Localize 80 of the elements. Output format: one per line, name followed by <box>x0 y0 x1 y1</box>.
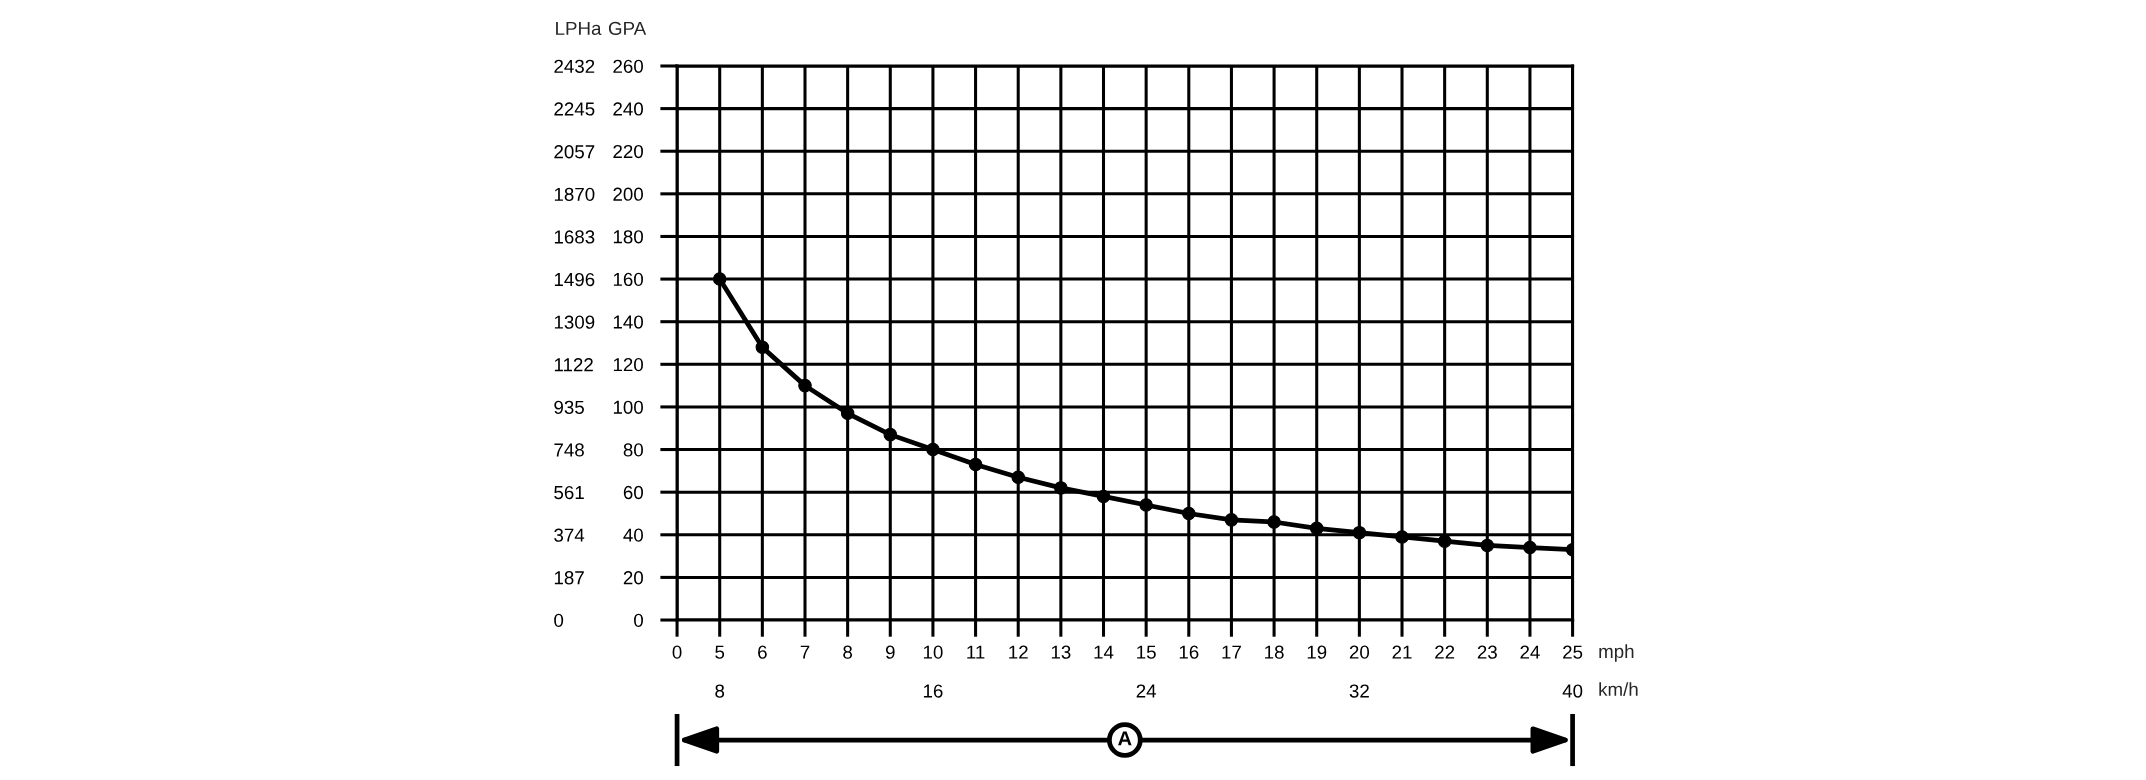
x-tick-label: 16 <box>1179 645 1199 659</box>
y-tick-label: 40 <box>623 528 643 542</box>
point <box>1352 525 1367 540</box>
x-tick-label: 6 <box>758 645 767 659</box>
x-tick-label: 20 <box>1349 645 1370 659</box>
point <box>883 427 898 442</box>
x-tick-label: 25 <box>1563 645 1583 659</box>
x-tick-label: 22 <box>1435 645 1455 659</box>
point <box>798 378 812 393</box>
y-tick-label: 220 <box>613 144 643 159</box>
y-tick-label: 20 <box>623 571 643 585</box>
point <box>1437 534 1452 548</box>
x2-tick-label: 40 <box>1562 684 1583 698</box>
y-tick-label: 160 <box>613 272 643 287</box>
y-tick-label: 140 <box>613 315 643 329</box>
y2-tick-label: 1496 <box>554 272 595 287</box>
y-tick-label: 200 <box>613 187 643 201</box>
y-tick-label: 80 <box>623 443 643 457</box>
y2-tick-label: 1683 <box>554 230 595 244</box>
x-tick-label: 12 <box>1009 645 1028 659</box>
point <box>926 442 940 457</box>
y2-tick-label: 935 <box>554 400 584 414</box>
y-axis-title: GPA <box>608 21 647 36</box>
x-tick-label: 11 <box>967 645 985 659</box>
point <box>1182 506 1196 521</box>
x-tick-label: 10 <box>923 645 943 659</box>
x-tick-label: 23 <box>1477 645 1497 659</box>
point <box>1011 470 1025 485</box>
x-tick-label: 21 <box>1392 645 1412 659</box>
x-tick-label: 18 <box>1265 645 1284 659</box>
x2-axis-title: km/h <box>1599 682 1638 696</box>
y2-tick-label: 561 <box>554 485 584 500</box>
x-axis-title: mph <box>1599 644 1634 662</box>
y2-tick-label: 1122 <box>554 358 593 372</box>
y-tick-label: 260 <box>613 59 643 73</box>
x-tick-label: 8 <box>843 645 853 659</box>
x-tick-label: 7 <box>800 645 810 659</box>
y2-tick-label: 748 <box>554 443 584 457</box>
point <box>1309 521 1324 536</box>
text: A <box>1118 731 1132 746</box>
x-tick-label: 0 <box>672 645 682 659</box>
x-tick-label: 17 <box>1222 645 1241 659</box>
point <box>1224 513 1239 527</box>
x-tick-label: 19 <box>1307 645 1327 659</box>
point <box>1096 489 1111 504</box>
y-tick-label: 0 <box>634 613 643 627</box>
point <box>755 340 770 355</box>
x-tick-label: 5 <box>715 645 725 659</box>
point <box>712 272 727 286</box>
x2-tick-label: 8 <box>715 684 725 698</box>
y-tick-label: 100 <box>613 400 643 414</box>
point <box>1267 515 1281 529</box>
x-tick-label: 14 <box>1094 645 1114 659</box>
point <box>968 457 983 472</box>
point <box>1523 540 1537 555</box>
y2-tick-label: 2057 <box>554 145 595 159</box>
point <box>1480 538 1495 553</box>
point <box>840 406 855 421</box>
y2-tick-label: 0 <box>554 613 564 627</box>
x2-tick-label: 16 <box>923 684 943 698</box>
y-tick-label: 60 <box>623 485 643 500</box>
y2-axis-title: LPHa <box>556 21 602 36</box>
y2-tick-label: 187 <box>554 571 584 585</box>
point <box>1139 498 1153 512</box>
y-tick-label: 180 <box>613 230 643 244</box>
x-tick-label: 24 <box>1520 645 1540 659</box>
point <box>1054 481 1068 495</box>
x2-tick-label: 24 <box>1136 684 1157 698</box>
point <box>1395 530 1409 544</box>
y2-tick-label: 374 <box>554 528 585 542</box>
y2-tick-label: 2432 <box>554 59 595 73</box>
y-tick-label: 240 <box>613 102 643 116</box>
x-tick-label: 9 <box>885 645 895 659</box>
y2-tick-label: 2245 <box>554 102 595 116</box>
y2-tick-label: 1870 <box>554 187 595 201</box>
y2-tick-label: 1309 <box>554 315 595 329</box>
x2-tick-label: 32 <box>1349 684 1369 698</box>
x-tick-label: 13 <box>1051 645 1071 659</box>
x-tick-label: 15 <box>1137 645 1156 659</box>
y-tick-label: 120 <box>613 358 643 372</box>
